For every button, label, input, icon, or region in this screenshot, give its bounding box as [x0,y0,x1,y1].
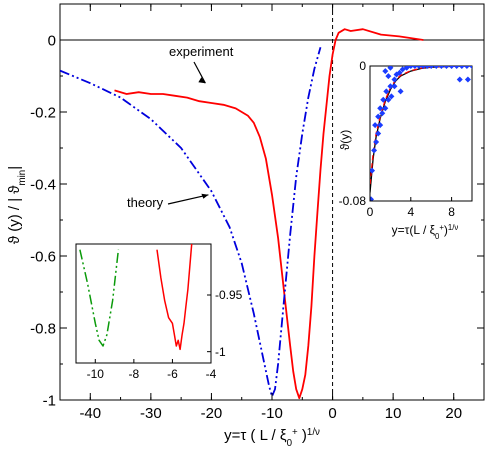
inset-right-point [375,130,382,137]
inset-right-point [448,66,455,69]
inset-right-point [411,66,418,69]
inset-right-point [407,66,414,69]
experiment-arrowhead [198,77,206,84]
main-y-tick-label: -0.8 [30,320,56,337]
inset-right-point [375,113,382,120]
inset-right-point [377,105,384,112]
inset-left-y-tick-label: -0.95 [215,288,243,302]
main-x-tick-label: -30 [140,405,162,422]
inset-right-x-tick-label: 8 [448,205,455,219]
inset-right-point [428,66,435,69]
inset-right-point [370,196,375,201]
inset-right-point [383,88,390,95]
inset-right-point [415,66,422,69]
main-y-tick-label: -0.2 [30,104,56,121]
inset-right-point [373,138,380,145]
experiment-annotation: experiment [169,44,234,59]
inset-right-point [443,66,450,69]
main-x-tick-label: 10 [385,405,402,422]
main-x-tick-label: -20 [201,405,223,422]
inset-right-point [371,147,378,154]
inset-right-y-tick-label: 0 [359,59,366,73]
main-y-tick-label: -1 [43,392,56,409]
inset-right-frame [369,65,473,202]
inset-right-point [379,110,386,117]
inset-right-x-axis-label: y=τ(L / ξ0+)1/ν [392,223,459,241]
inset-right-point [387,66,394,71]
inset-right-x-tick-label: 0 [367,205,374,219]
experiment-arrow [193,61,206,84]
main-series-line [60,46,322,398]
inset-right-point [433,66,440,69]
inset-right-point [453,66,460,69]
inset-right-point [385,96,392,103]
inset-left-plot-area [79,244,193,351]
inset-right-point [438,66,445,69]
inset-left-frame [75,243,212,364]
inset-left-y-tick-label: -1 [215,345,226,359]
inset-right-point [396,69,403,76]
inset-right-point [458,66,465,69]
inset-right-point [391,76,398,83]
inset-right-point [391,83,398,90]
inset-left-x-tick-label: -6 [167,367,178,381]
main-x-tick-label: -40 [79,405,101,422]
theory-arrow [167,194,209,205]
inset-right-point [380,96,387,103]
inset-right-point [382,68,389,75]
inset-right-point [397,88,404,95]
inset-right-y-tick-label: -0.08 [339,194,367,208]
inset-right-point [377,122,384,129]
theory-annotation: theory [127,195,164,210]
inset-right-point [382,105,389,112]
inset-right-point [372,122,379,129]
main-plot-area [60,4,484,400]
inset-right-point [388,93,395,100]
main-y-tick-label: -0.6 [30,248,56,265]
inset-right-point [464,76,471,83]
inset-right-point [420,66,427,69]
inset-right-point [387,83,394,90]
inset-left-series-line [156,244,193,351]
main-x-tick-label: 0 [328,405,336,422]
inset-left-plot: -10 -8 -6 -4 -0.95 -1 [75,243,243,381]
inset-right-point [463,66,470,69]
inset-left-x-tick-label: -8 [129,367,140,381]
inset-left-x-tick-label: -10 [87,367,105,381]
inset-right-point [385,73,392,80]
inset-right-y-axis-label: ϑ(y) [338,130,352,151]
main-y-axis-label: ϑ (y) / | ϑmin| [6,166,28,244]
inset-right-point [456,76,463,83]
main-x-tick-label: 20 [445,405,462,422]
main-y-tick-label: -0.4 [30,176,56,193]
inset-left-series-line [79,249,120,347]
main-x-axis-label: y=τ ( L / ξ0+ )1/ν [224,427,320,449]
main-y-tick-label: 0 [48,32,56,49]
main-x-tick-label: -10 [261,405,283,422]
inset-right-point [469,66,472,69]
inset-right-x-tick-label: 4 [407,205,414,219]
inset-right-point [403,66,410,71]
main-series-line [114,28,424,400]
inset-right-plot-area [370,66,472,201]
inset-right-plot: 0 4 80-0.08ϑ(y)y=τ(L / ξ0+)1/ν [338,59,473,241]
inset-right-point [424,66,431,69]
inset-right-point [370,167,376,174]
theory-arrowhead [201,193,209,199]
inset-left-x-tick-label: -4 [206,367,217,381]
